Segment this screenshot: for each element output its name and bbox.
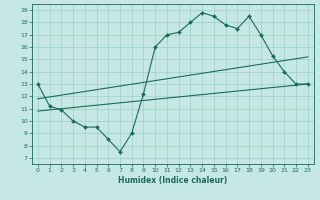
X-axis label: Humidex (Indice chaleur): Humidex (Indice chaleur) [118,176,228,185]
